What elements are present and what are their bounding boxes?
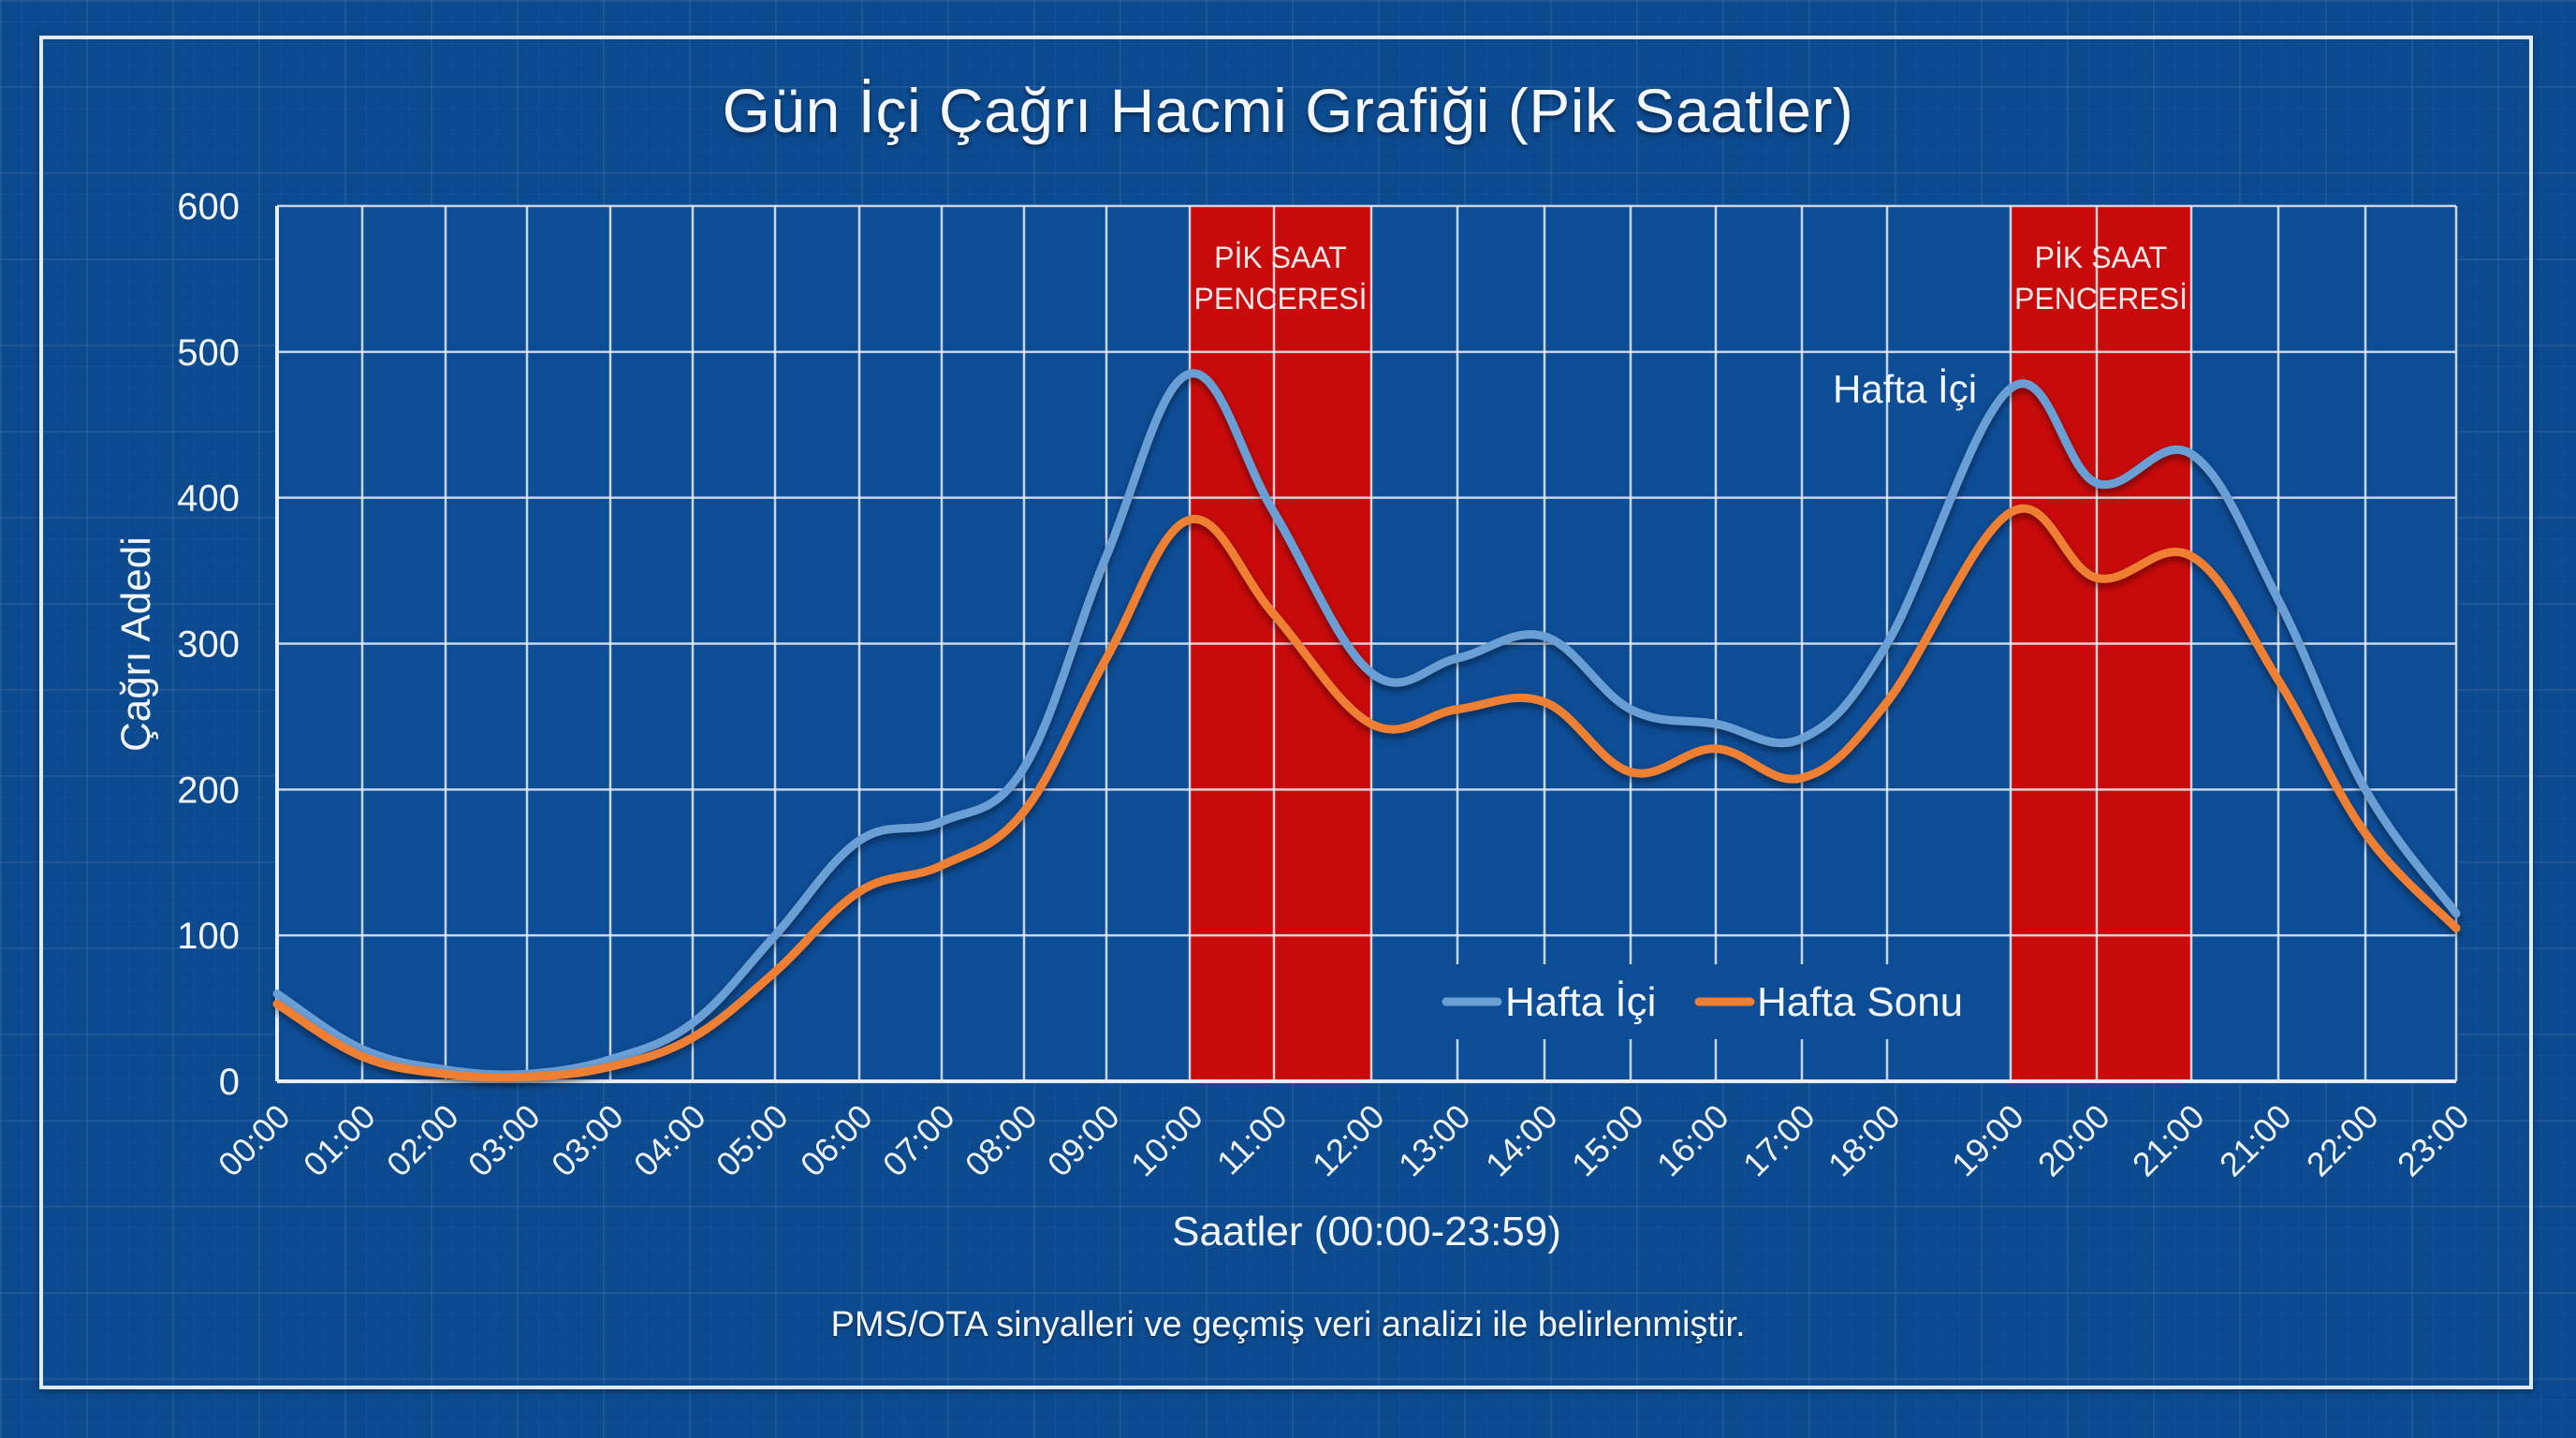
y-tick-label: 0	[219, 1062, 240, 1103]
legend-label-hafta-sonu: Hafta Sonu	[1757, 979, 1963, 1025]
x-tick-label: 00:00	[211, 1097, 298, 1184]
y-axis-title: Çağrı Adedi	[113, 536, 159, 752]
peak-band-label: PENCERESİ	[2014, 282, 2188, 315]
x-tick-label: 04:00	[626, 1097, 713, 1184]
y-axis-ticks: 0 100 200 300 400 500 600	[177, 186, 240, 1103]
x-tick-label: 08:00	[958, 1097, 1045, 1184]
grid-lines	[275, 204, 2458, 1083]
peak-band-label: PİK SAAT	[2035, 241, 2168, 274]
peak-band-label: PENCERESİ	[1194, 282, 1368, 315]
x-tick-label: 17:00	[1735, 1097, 1822, 1184]
x-tick-label: 10:00	[1123, 1097, 1210, 1184]
footer-note: PMS/OTA sinyalleri ve geçmiş veri analiz…	[830, 1305, 1746, 1344]
x-tick-label: 16:00	[1649, 1097, 1736, 1184]
x-tick-label: 22:00	[2299, 1097, 2386, 1184]
x-tick-label: 11:00	[1209, 1097, 1295, 1182]
x-tick-label: 23:00	[2390, 1097, 2477, 1184]
series-line-hafta-ici	[272, 369, 2461, 1079]
x-tick-label: 15:00	[1564, 1097, 1651, 1184]
x-tick-label: 19:00	[1944, 1097, 2031, 1184]
legend: Hafta İçi Hafta Sonu	[1423, 964, 1984, 1039]
peak-band-label: PİK SAAT	[1214, 241, 1347, 274]
x-tick-label: 20:00	[2030, 1097, 2117, 1184]
x-tick-label: 03:00	[461, 1097, 548, 1184]
x-tick-label: 13:00	[1391, 1097, 1478, 1184]
x-tick-label: 01:00	[296, 1097, 383, 1184]
chart-title: Gün İçi Çağrı Hacmi Grafiği (Pik Saatler…	[722, 76, 1854, 145]
x-axis-title: Saatler (00:00-23:59)	[1172, 1209, 1561, 1255]
series-line-hafta-sonu	[272, 504, 2461, 1082]
x-tick-label: 07:00	[875, 1097, 962, 1184]
x-tick-label: 05:00	[709, 1097, 796, 1184]
outer-frame	[39, 36, 2533, 1389]
x-axis-ticks: 00:0001:0002:0003:0003:0004:0005:0006:00…	[211, 1097, 2477, 1184]
y-tick-label: 300	[177, 624, 240, 666]
y-tick-label: 100	[177, 916, 240, 957]
y-tick-label: 200	[177, 770, 240, 811]
x-tick-label: 14:00	[1478, 1097, 1565, 1184]
y-tick-label: 500	[177, 332, 240, 374]
series-annotation-hafta-ici: Hafta İçi	[1833, 367, 1977, 411]
x-tick-label: 18:00	[1821, 1097, 1908, 1184]
y-tick-label: 600	[177, 186, 240, 227]
y-tick-label: 400	[177, 478, 240, 520]
x-tick-label: 09:00	[1040, 1097, 1127, 1184]
x-tick-label: 21:00	[2125, 1097, 2212, 1184]
x-tick-label: 03:00	[544, 1097, 631, 1184]
x-tick-label: 06:00	[793, 1097, 880, 1184]
data-series	[272, 369, 2461, 1082]
x-tick-label: 12:00	[1305, 1097, 1392, 1184]
x-tick-label: 02:00	[379, 1097, 466, 1184]
x-tick-label: 21:00	[2212, 1097, 2299, 1184]
legend-label-hafta-ici: Hafta İçi	[1505, 979, 1656, 1025]
